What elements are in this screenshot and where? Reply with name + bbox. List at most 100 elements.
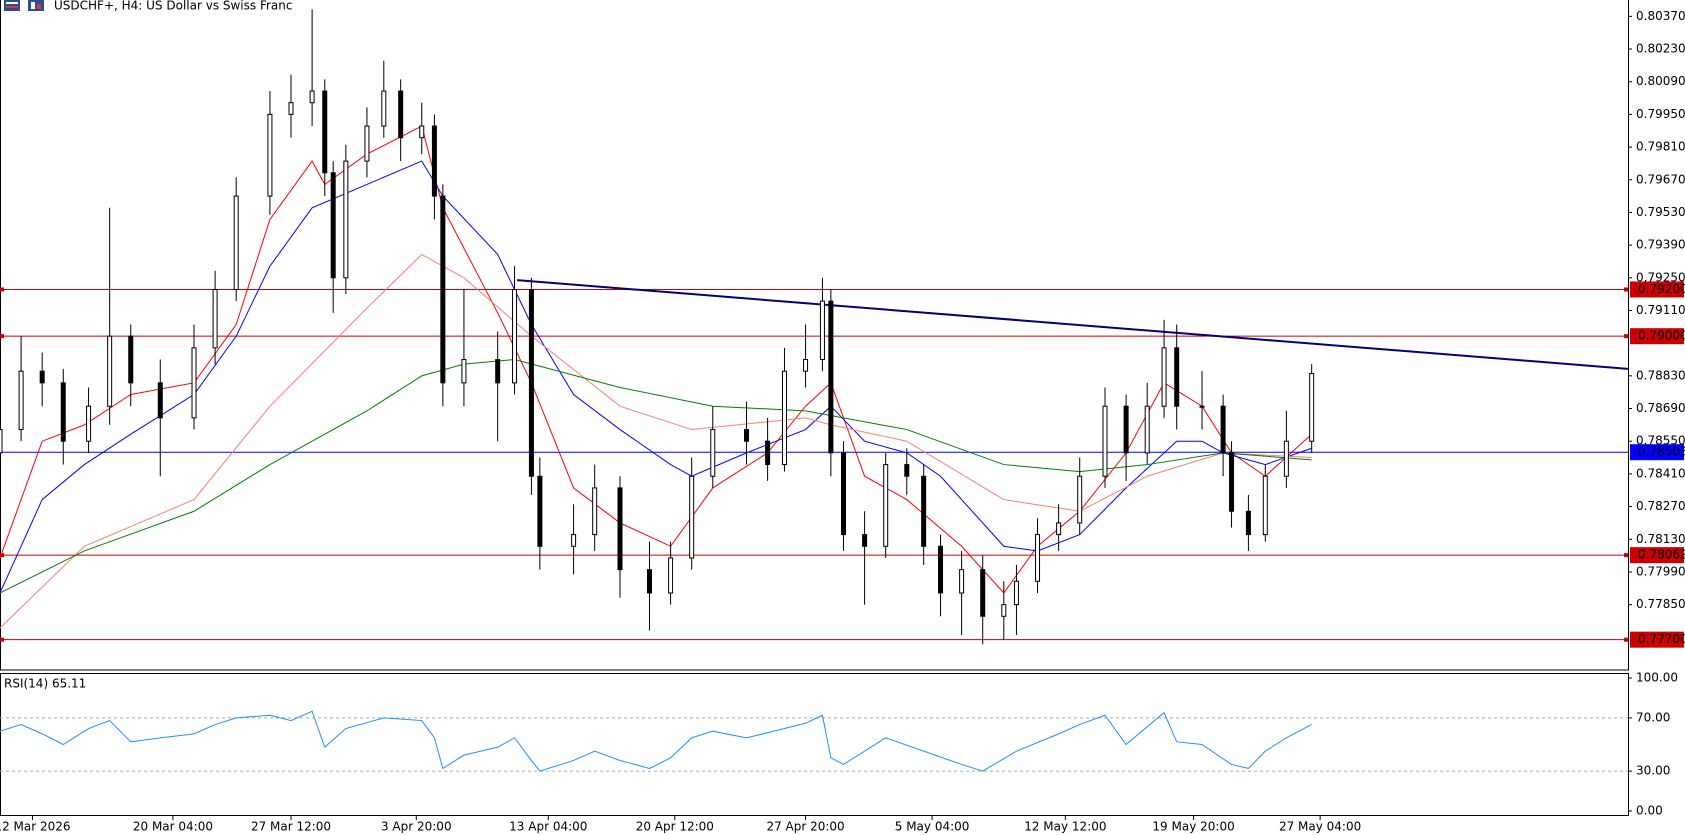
candle-body [1144, 405, 1150, 454]
x-tick-label: 27 May 04:00 [1279, 820, 1361, 834]
candle-body [689, 475, 695, 559]
level-label-box [1630, 328, 1684, 345]
y-tick-label: 0.79390 [1636, 238, 1685, 252]
y-tick-label: 0.00 [1636, 804, 1663, 818]
y-tick-label: 0.80370 [1636, 9, 1685, 23]
candle-body [883, 464, 889, 547]
candle-body [157, 382, 163, 419]
candle-body [617, 487, 623, 571]
candle-body [980, 569, 986, 617]
candle-body [60, 382, 66, 442]
x-tick-label: 12 May 12:00 [1024, 820, 1106, 834]
candle-body [528, 288, 534, 477]
candle-body [39, 370, 45, 384]
y-tick-label: 100.00 [1636, 670, 1678, 684]
rsi-title: RSI(14) 65.11 [4, 677, 86, 691]
candle-body [647, 569, 653, 594]
level-label-box [1630, 547, 1684, 564]
candle-body [364, 125, 370, 162]
candle-body [1102, 405, 1108, 477]
x-tick-label: 27 Mar 12:00 [251, 820, 331, 834]
candle-body [343, 160, 349, 279]
candle-body [765, 440, 771, 466]
candle-body [233, 195, 239, 290]
candle-body [0, 429, 3, 454]
level-label: 0.77700 [1638, 632, 1685, 646]
candle-body [959, 569, 965, 594]
y-tick-label: 0.78270 [1636, 499, 1685, 513]
level-label: 0.79000 [1638, 329, 1685, 343]
candle-body [1262, 475, 1268, 536]
candle-body [828, 300, 834, 454]
x-tick-label: 5 May 04:00 [895, 820, 970, 834]
candle-body [461, 359, 467, 384]
level-label-box [1630, 281, 1684, 298]
y-tick-label: 0.80090 [1636, 74, 1685, 88]
candle-body [309, 90, 315, 104]
candle-body [904, 464, 910, 477]
candle-body [1229, 452, 1235, 512]
candle-body [128, 335, 134, 384]
candle-body [921, 475, 927, 547]
candle-body [1245, 510, 1251, 536]
symbol-icons [4, 0, 44, 11]
rsi-line [0, 710, 1312, 772]
level-anchor [1624, 287, 1628, 292]
y-tick-label: 0.79670 [1636, 172, 1685, 186]
candle-body [803, 359, 809, 372]
y-tick-label: 0.78130 [1636, 532, 1685, 546]
y-tick-label: 0.80230 [1636, 42, 1685, 56]
moving-average [0, 253, 1312, 629]
candle-body [107, 335, 113, 407]
candle-body [191, 347, 197, 419]
candle-body [668, 557, 674, 594]
candle-body [212, 288, 218, 349]
level-label-box [1630, 631, 1684, 648]
y-tick-label: 0.78830 [1636, 368, 1685, 382]
level-anchor [0, 287, 4, 292]
y-tick-label: 0.79810 [1636, 140, 1685, 154]
candle-body [267, 113, 273, 197]
candle-body [1199, 405, 1205, 408]
candle-body [322, 90, 328, 174]
candle-body [744, 429, 750, 442]
candle-body [419, 125, 425, 139]
candle-body [18, 370, 24, 431]
x-tick-label: 3 Apr 20:00 [381, 820, 452, 834]
y-tick-label: 0.77990 [1636, 564, 1685, 578]
x-tick-label: 13 Apr 04:00 [509, 820, 587, 834]
moving-average [0, 160, 1312, 594]
candle-body [938, 545, 944, 594]
candle-body [512, 288, 518, 384]
moving-average [0, 359, 1312, 594]
chart-title: USDCHF+, H4: US Dollar vs Swiss Franc [54, 0, 292, 13]
level-anchor [1624, 637, 1628, 642]
y-tick-label: 70.00 [1636, 710, 1670, 724]
candle-body [819, 300, 825, 361]
candle-body [862, 534, 868, 547]
candle-body [781, 370, 787, 466]
candle-body [592, 487, 598, 536]
candle-body [381, 90, 387, 127]
candle-body [841, 452, 847, 536]
x-tick-label: 27 Apr 20:00 [766, 820, 844, 834]
candle-body [1161, 347, 1167, 407]
x-tick-label: 20 Mar 04:00 [133, 820, 213, 834]
level-anchor [1624, 553, 1628, 558]
level-anchor [0, 553, 4, 558]
level-label: 0.78503 [1638, 445, 1685, 459]
level-anchor [0, 334, 4, 339]
level-label: 0.79200 [1638, 282, 1685, 296]
candle-body [1035, 534, 1041, 582]
candle-body [710, 429, 716, 477]
y-tick-label: 0.79950 [1636, 107, 1685, 121]
candle-body [1174, 347, 1180, 407]
candle-body [431, 125, 437, 197]
candle-body [330, 172, 336, 279]
y-tick-label: 0.77850 [1636, 597, 1685, 611]
price-pane [0, 0, 1629, 671]
candle-body [1123, 405, 1129, 454]
x-tick-label: 19 May 20:00 [1152, 820, 1234, 834]
candle-body [1077, 475, 1083, 524]
